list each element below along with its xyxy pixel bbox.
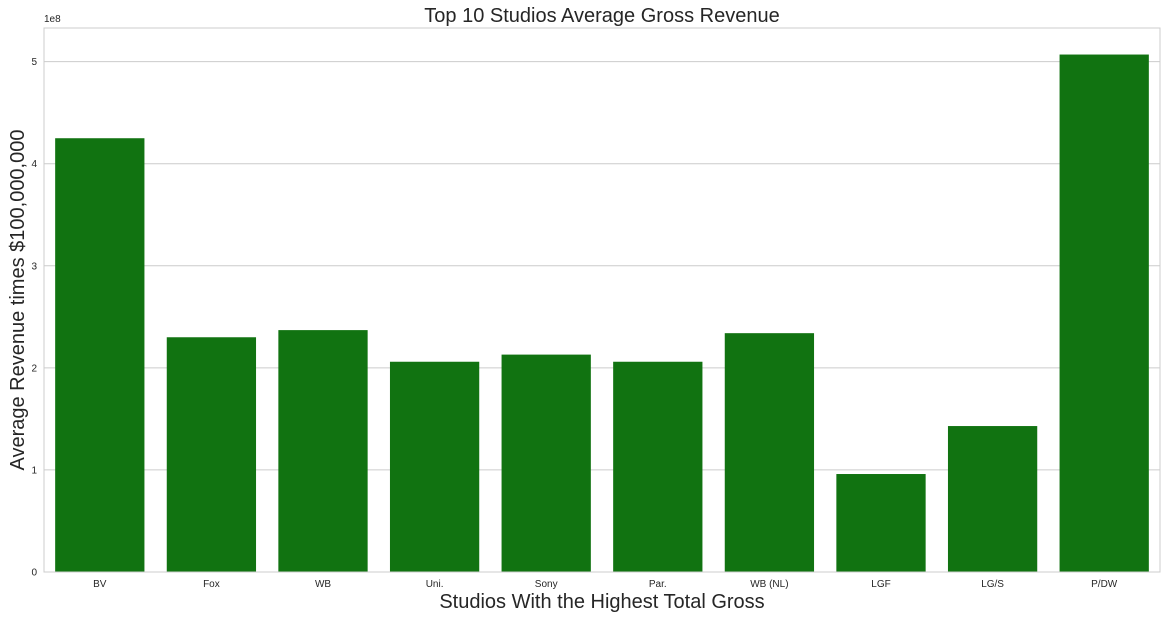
bar [55, 138, 145, 573]
bar [389, 361, 480, 572]
plot-frame [43, 27, 1161, 573]
bar [724, 333, 815, 572]
y-axis-label: Average Revenue times $100,000,000 [7, 130, 29, 471]
bar [947, 426, 1038, 572]
x-tick-label: LG/S [981, 579, 1004, 590]
x-axis-label: Studios With the Highest Total Gross [439, 591, 764, 613]
x-tick-label: LGF [871, 579, 890, 590]
x-tick-label: BV [93, 579, 107, 590]
bar [836, 474, 926, 572]
bar [613, 361, 703, 572]
bar [501, 354, 591, 572]
x-tick-label: Uni. [426, 579, 444, 590]
x-tick-label: WB (NL) [750, 579, 788, 590]
chart-title: Top 10 Studios Average Gross Revenue [424, 5, 779, 27]
y-axis-offset-label: 1e8 [44, 14, 61, 25]
y-tick-label: 2 [31, 363, 37, 374]
y-tick-label: 3 [31, 261, 37, 272]
bar [1059, 54, 1149, 573]
bar [166, 337, 257, 572]
x-tick-label: P/DW [1091, 579, 1118, 590]
y-tick-label: 4 [31, 159, 37, 170]
y-tick-label: 0 [31, 568, 37, 579]
x-tick-labels: BV Fox WB Uni. Sony Par. WB (NL) LGF LG/S P/DW [93, 579, 1118, 590]
y-tick-labels: 0 1 2 3 4 5 [31, 57, 37, 578]
x-tick-label: WB [315, 579, 331, 590]
bars [55, 54, 1149, 573]
x-tick-label: Par. [649, 579, 667, 590]
y-tick-label: 1 [31, 465, 37, 476]
x-tick-label: Sony [535, 579, 558, 590]
y-tick-label: 5 [31, 57, 37, 68]
x-tick-label: Fox [203, 579, 220, 590]
bar [278, 330, 368, 572]
